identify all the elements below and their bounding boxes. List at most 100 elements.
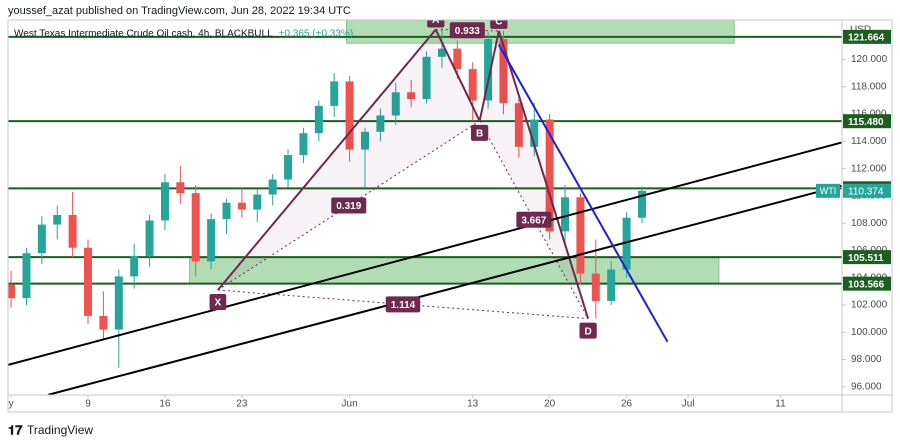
logo: 𝟏𝟕 TradingView — [8, 422, 93, 437]
pattern-leg — [434, 29, 481, 122]
candle-body — [622, 217, 631, 270]
pattern-leg — [478, 30, 500, 122]
candle-body — [176, 182, 185, 194]
candle-body — [484, 39, 493, 101]
y-tick-label: 112.000 — [851, 163, 887, 174]
level-price-box — [843, 29, 891, 44]
candle-body — [545, 119, 554, 232]
point-label-box — [579, 322, 597, 339]
logo-mark: 𝟏𝟕 — [8, 422, 23, 437]
candle-body — [299, 133, 308, 155]
x-tick-label: 13 — [467, 399, 479, 410]
level-price-box — [843, 250, 891, 265]
candle-body — [514, 103, 523, 147]
axes: 96.00098.000100.000102.000104.000106.000… — [9, 29, 891, 410]
point-label-box — [471, 124, 489, 141]
candle-body — [99, 315, 108, 330]
pattern-fill — [479, 30, 589, 319]
header: youssef_azat published on TradingView.co… — [8, 5, 351, 17]
plot-area: 0.319 0.933 3.667 1.114 X A B C D — [8, 15, 842, 395]
candle-body — [530, 119, 539, 147]
ratio-label: 3.667 — [516, 211, 552, 228]
candle-body — [345, 81, 354, 150]
y-tick-label: 120.000 — [851, 54, 888, 65]
ratio-label: 1.114 — [385, 296, 421, 313]
x-tick-label: 16 — [159, 399, 171, 410]
level-price-label: 115.480 — [848, 117, 884, 128]
candle-body — [360, 131, 369, 150]
candle-body — [437, 48, 446, 57]
pattern-fill — [217, 29, 480, 291]
candle-body — [561, 197, 570, 232]
candle-body — [284, 155, 293, 180]
point-label-text: A — [432, 15, 439, 26]
x-tick-label: Jul — [682, 399, 695, 410]
candle-body — [253, 194, 262, 210]
x-tick-label: 11 — [775, 399, 786, 410]
y-tick-label: 108.000 — [851, 218, 888, 229]
candle-body — [22, 253, 31, 299]
candle-body — [8, 284, 16, 299]
x-tick-label: Jun — [342, 399, 358, 410]
ratio-label-box — [385, 296, 421, 313]
candle-body — [576, 197, 585, 274]
candle-body — [53, 215, 62, 225]
candle-body — [114, 276, 123, 330]
ratio-label-text: 3.667 — [521, 215, 546, 226]
candle-body — [268, 179, 277, 195]
symbol-label: WTI — [820, 186, 837, 196]
candle-body — [499, 39, 508, 104]
point-label: C — [490, 20, 508, 29]
ratio-label: 0.933 — [449, 22, 485, 39]
point-label-box — [209, 294, 227, 310]
candle-body — [376, 115, 385, 132]
symbol-box — [816, 183, 840, 198]
footer: TradingView — [27, 423, 93, 437]
x-tick-label: 26 — [621, 399, 633, 410]
candle-body — [468, 69, 477, 101]
point-label: A — [427, 15, 445, 28]
candle-body — [314, 105, 323, 134]
candle-body — [222, 202, 231, 220]
y-tick-label: 98.000 — [851, 354, 882, 365]
candle-body — [130, 255, 139, 277]
trendline — [8, 141, 842, 366]
ratio-label: 0.319 — [331, 197, 367, 214]
level-price-box — [843, 276, 891, 291]
trendline — [497, 44, 669, 343]
candle-body — [84, 247, 93, 316]
level-price-label: 105.511 — [848, 253, 884, 264]
candle-body — [591, 273, 600, 301]
level-price-box — [843, 114, 891, 129]
candle-body — [160, 182, 169, 221]
level-price-label: 121.664 — [848, 32, 885, 43]
ratio-label-text: 0.933 — [455, 26, 480, 37]
y-tick-label: 114.000 — [851, 136, 887, 147]
candle-body — [607, 269, 616, 301]
x-tick-label: y — [9, 399, 14, 410]
point-label-box — [490, 20, 508, 29]
candle-body — [453, 48, 462, 70]
candle-body — [207, 219, 216, 262]
point-label-text: D — [584, 326, 591, 337]
legend-title: West Texas Intermediate Crude Oil cash, … — [14, 29, 273, 40]
last-price-label: 110.374 — [848, 186, 884, 197]
point-label: X — [209, 294, 227, 310]
y-tick-label: 102.000 — [851, 300, 888, 311]
x-tick-label: 23 — [236, 399, 248, 410]
y-tick-label: 100.000 — [851, 327, 888, 338]
candle-body — [407, 92, 416, 100]
point-label-text: X — [215, 298, 222, 309]
level-price-label: 103.566 — [848, 279, 885, 290]
ratio-label-box — [516, 211, 552, 228]
candle-body — [637, 190, 646, 218]
legend-change: +0.365 (+0.33%) — [279, 29, 354, 40]
candle-body — [145, 220, 154, 256]
point-label: D — [579, 322, 597, 339]
point-label-text: B — [476, 129, 483, 140]
point-label: B — [471, 124, 489, 141]
pattern-leg — [217, 28, 437, 291]
trendline — [47, 184, 842, 395]
zone — [346, 20, 735, 44]
y-tick-label: 96.000 — [851, 381, 882, 392]
